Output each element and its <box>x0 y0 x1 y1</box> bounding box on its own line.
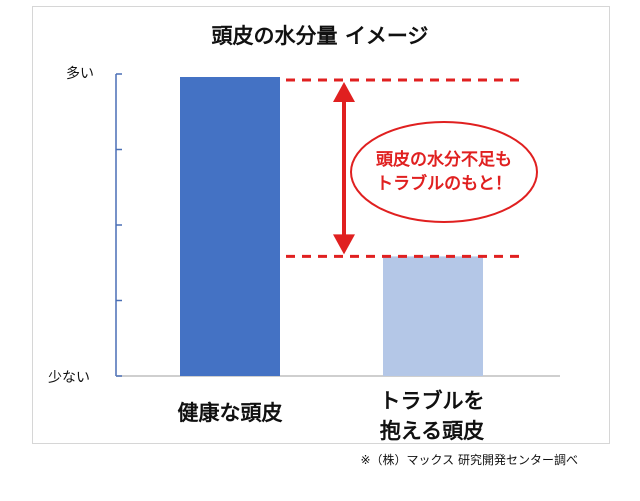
callout-bubble <box>350 121 538 223</box>
callout-text: 頭皮の水分不足も トラブルのもと！ <box>376 150 512 194</box>
category-label-healthy: 健康な頭皮 <box>177 401 283 425</box>
category-label-troubled: トラブルを 抱える頭皮 <box>379 389 485 443</box>
chart-frame <box>32 6 610 444</box>
bar-healthy-scalp <box>180 77 280 376</box>
y-tick-label-top: 多い <box>66 66 94 82</box>
arrow-head-up <box>333 82 355 102</box>
arrow-head-down <box>333 234 355 255</box>
chart-title: 頭皮の水分量 イメージ <box>211 24 429 48</box>
bar-troubled-scalp <box>383 256 483 376</box>
footnote: ※（株）マックス 研究開発センター調べ <box>360 453 578 467</box>
y-tick-label-bottom: 少ない <box>48 370 90 386</box>
